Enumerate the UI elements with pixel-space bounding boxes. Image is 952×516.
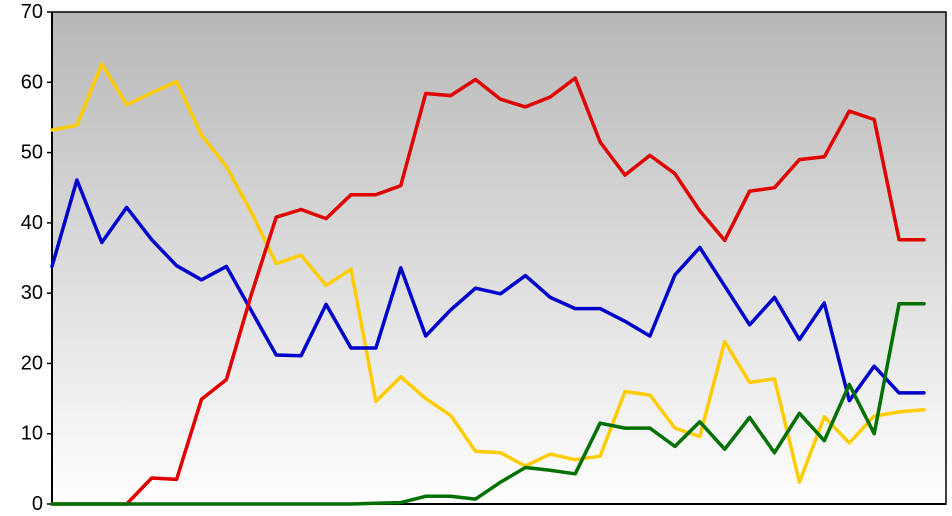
- y-axis-ticks: 0 10 20 30 40 50 60 70: [21, 1, 52, 515]
- y-tick-label: 0: [32, 493, 43, 515]
- y-tick-label: 40: [21, 212, 43, 234]
- series-line-4: [50, 301, 926, 506]
- y-tick-label: 70: [21, 1, 43, 23]
- y-tick-label: 30: [21, 282, 43, 304]
- series-line-3: [50, 76, 926, 506]
- series-line-2: [50, 178, 926, 403]
- series-line-1: [50, 62, 926, 484]
- y-tick-label: 20: [21, 352, 43, 374]
- plot-area: [51, 11, 947, 505]
- y-tick-label: 10: [21, 423, 43, 445]
- y-tick-label: 50: [21, 142, 43, 164]
- series-group: [50, 62, 926, 506]
- y-tick-label: 60: [21, 71, 43, 93]
